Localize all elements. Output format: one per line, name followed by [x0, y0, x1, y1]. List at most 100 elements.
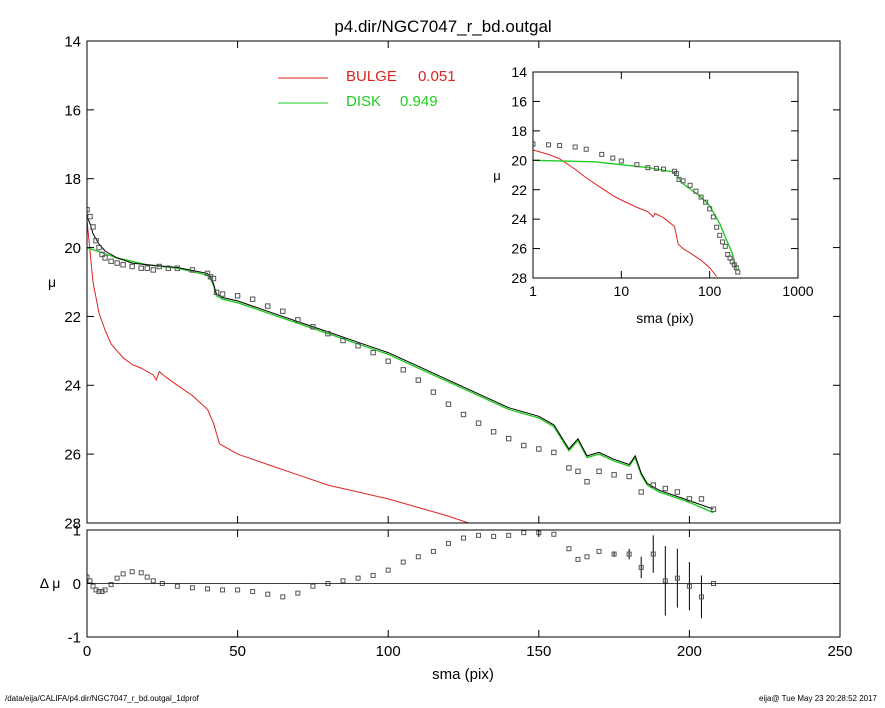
main-data-point — [325, 330, 331, 337]
inset-axes: 14 16 18 20 22 24 26 281 10 100 1000 — [511, 64, 813, 299]
residual-data-point — [129, 569, 135, 575]
main-ytick-label: 24 — [64, 378, 81, 395]
inset-ytick-label: 18 — [511, 123, 527, 139]
residual-data-point — [90, 583, 96, 589]
residual-data-point — [220, 587, 226, 593]
residual-y-label: Δ μ — [40, 575, 61, 591]
inset-y-label: μ — [493, 168, 501, 183]
main-data-point — [234, 293, 241, 299]
residual-plot-area — [87, 530, 716, 619]
residual-data-point — [102, 587, 108, 593]
main-data-point — [120, 262, 126, 268]
inset-data-point — [680, 178, 686, 184]
footer-timestamp: eija@ Tue May 23 20:28:52 2017 — [759, 694, 877, 703]
chart-title: p4.dir/NGC7047_r_bd.outgal — [334, 17, 551, 36]
main-data-point — [385, 358, 391, 364]
main-data-point — [340, 337, 346, 344]
main-data-point — [415, 377, 422, 383]
inset-xtick-label: 1 — [529, 283, 537, 299]
residual-data-point — [120, 571, 126, 577]
main-panel: 14 16 18 20 22 24 26 28 μ — [48, 33, 841, 532]
inset-data-point — [720, 239, 726, 245]
inset-data-point — [610, 155, 616, 161]
legend: BULGE 0.051 DISK 0.949 — [278, 68, 456, 110]
main-data-point — [108, 258, 114, 265]
residual-data-point — [138, 570, 144, 576]
main-data-point — [650, 482, 656, 488]
main-axes: 14 16 18 20 22 24 26 28 — [64, 33, 841, 532]
main-data-point — [219, 291, 226, 297]
main-data-point — [596, 468, 602, 475]
residual-data-point — [280, 594, 286, 600]
legend-bulge-label: BULGE — [346, 68, 397, 85]
main-data-point — [102, 255, 108, 261]
main-data-point — [189, 267, 196, 273]
residual-data-point — [611, 551, 617, 557]
residual-data-point — [114, 575, 120, 581]
residual-data-point — [638, 564, 644, 570]
main-ytick-label: 16 — [64, 102, 81, 119]
inset-data-point — [583, 146, 589, 152]
residual-data-point — [575, 556, 581, 562]
main-data-point — [90, 224, 96, 230]
footer-path: /data/eija/CALIFA/p4.dir/NGC7047_r_bd.ou… — [5, 694, 199, 703]
residual-data-point — [461, 535, 466, 541]
inset-data-point — [710, 214, 716, 220]
inset-background — [533, 72, 798, 278]
residual-ytick-label: 0 — [73, 576, 81, 593]
legend-disk-value: 0.949 — [400, 93, 438, 110]
main-data-point — [355, 342, 361, 349]
main-data-point — [400, 367, 406, 373]
inset-ytick-label: 20 — [511, 152, 527, 168]
main-ytick-label: 14 — [64, 33, 81, 50]
residual-data-point — [370, 572, 376, 578]
main-data-point — [710, 506, 717, 512]
residual-data-point — [144, 574, 150, 580]
main-data-point — [165, 265, 172, 271]
inset-x-label: sma (pix) — [636, 310, 694, 326]
main-data-point — [638, 489, 644, 495]
main-data-point — [129, 263, 135, 270]
inset-data-point — [645, 165, 651, 171]
residual-data-point — [596, 548, 602, 554]
residual-data-point — [204, 586, 210, 592]
inset-ytick-label: 24 — [511, 211, 527, 227]
main-data-point — [445, 401, 452, 407]
residual-data-point — [662, 578, 668, 584]
inset-data-point — [660, 166, 666, 172]
residual-data-point — [521, 530, 527, 536]
residual-data-point — [506, 532, 512, 538]
main-data-point — [575, 468, 581, 475]
main-data-point — [144, 265, 150, 271]
main-data-point — [96, 244, 102, 251]
main-ytick-label: 22 — [64, 309, 81, 326]
inset-data-point — [572, 144, 578, 150]
residual-data-point — [400, 559, 406, 565]
legend-disk-label: DISK — [346, 93, 381, 110]
residual-data-point — [340, 578, 346, 584]
main-data-point — [93, 237, 99, 244]
main-ytick-label: 28 — [64, 515, 81, 532]
residual-x-label: sma (pix) — [432, 666, 494, 683]
main-data-point — [370, 349, 376, 356]
main-data-point — [295, 317, 301, 323]
residual-data-point — [265, 591, 271, 597]
residual-xtick-label: 250 — [827, 643, 852, 660]
main-data-point — [138, 265, 144, 271]
residual-data-point — [551, 531, 557, 537]
residual-data-point — [491, 533, 497, 539]
residual-ytick-label: 1 — [73, 522, 81, 539]
main-data-point — [87, 213, 93, 220]
inset-data-point — [618, 158, 624, 164]
main-plot-area — [87, 207, 717, 523]
inset-data-point — [735, 269, 741, 275]
main-data-point — [505, 435, 512, 442]
residual-data-point — [686, 583, 692, 589]
inset-data-point — [714, 224, 720, 230]
residual-data-point — [355, 575, 361, 581]
residual-data-point — [698, 594, 704, 600]
inset-ytick-label: 14 — [511, 64, 527, 80]
residual-data-point — [310, 583, 316, 589]
legend-bulge-value: 0.051 — [418, 68, 456, 85]
